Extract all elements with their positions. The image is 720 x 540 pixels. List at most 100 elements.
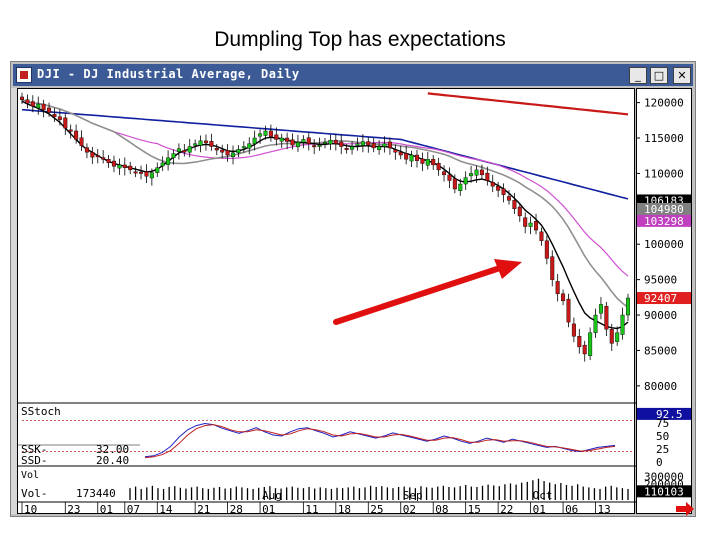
date-day-label: 10 [24,503,37,516]
minimize-button[interactable]: _ [629,67,647,84]
date-day-label: 01 [262,503,275,516]
candle-body [209,141,214,147]
candle-body [501,188,506,195]
candle-body [63,117,68,129]
candle-body [469,173,474,177]
price-tick-label: 85000 [644,344,677,357]
date-day-label: 22 [500,503,513,516]
candle-body [490,182,495,187]
volume-tick-label: 300000 [644,470,684,483]
candle-body [155,167,160,173]
price-panel: 120000 115000 110000 100000 95000 90000 85000 8… [17,92,691,404]
candle-body [198,140,203,146]
candle-body [550,256,555,280]
candle-body [447,174,452,181]
candle-body [431,159,436,166]
candle-body [588,332,593,356]
candle-body [496,185,501,191]
volume-tick-label: 110103 [644,485,684,498]
candle-body [317,144,322,147]
candle-body [452,178,457,190]
candle-body [122,164,127,168]
candle-body [171,153,176,159]
candle-body [398,151,403,156]
candle-body [20,96,25,100]
candle-body [577,336,582,348]
candle-body [436,162,441,171]
annotation-overlay [333,259,694,516]
candle-body [187,146,192,153]
candle-body [442,171,447,176]
date-day-label: 21 [197,503,210,516]
chart-app-icon [16,67,32,83]
candle-body [371,143,376,149]
candle-body [534,221,539,231]
date-day-label: 18 [338,503,351,516]
close-button[interactable]: ✕ [673,67,691,84]
date-day-label: 13 [598,503,611,516]
ma-red-line [427,92,629,116]
candle-body [377,146,382,150]
candle-body [263,130,268,136]
stoch-tick-label: 0 [656,456,663,469]
candle-body [258,133,263,137]
candle-body [604,305,609,330]
candle-body [474,169,479,176]
candle-body [523,217,528,227]
candle-body [139,171,144,174]
date-day-label: 07 [127,503,140,516]
ma-black-line [21,100,629,330]
candle-body [47,107,52,113]
candle-body [41,103,46,110]
window-title: DJI - DJ Industrial Average, Daily [37,67,300,81]
candle-body [382,143,387,147]
candle-body [182,150,187,153]
candle-body [241,146,246,149]
candle-body [193,143,198,146]
date-day-label: 14 [159,503,173,516]
window-titlebar[interactable]: DJI - DJ Industrial Average, Daily _ □ ✕ [13,64,693,86]
candle-body [620,314,625,335]
date-month-label: Sep [403,489,423,502]
candle-body [458,183,463,191]
candle-body [247,143,252,149]
candle-body [355,143,360,146]
candle-body [333,139,338,144]
price-tick-label: 100000 [644,238,684,251]
candle-body [117,164,122,169]
candle-body [25,99,30,104]
date-day-label: 06 [565,503,578,516]
candle-body [306,137,311,144]
candle-body [593,314,598,333]
price-tick-label: 90000 [644,309,677,322]
candle-body [176,148,181,153]
date-month-label: Oct [533,489,553,502]
candle-body [160,162,165,167]
candle-body [84,147,89,153]
price-tick-label: 110000 [644,167,684,180]
candle-body [268,130,273,137]
candle-body [225,150,230,156]
left-scroll-strip[interactable] [11,88,17,514]
maximize-button[interactable]: □ [650,67,668,84]
stoch-title: SStoch [21,405,61,418]
candle-body [312,145,317,148]
ma-grey-line [21,99,629,309]
candle-body [79,137,84,147]
stoch-value-box [637,407,691,420]
next-arrow-icon [676,502,694,516]
candle-body [506,196,511,201]
candle-body [106,159,111,164]
date-day-label: 28 [230,503,243,516]
candle-body [101,157,106,160]
ma-blue-line [21,108,629,200]
candle-body [582,344,587,355]
candle-body [598,304,603,314]
candle-body [360,141,365,146]
stoch-d-line [144,424,616,459]
candle-body [328,139,333,145]
candle-body [339,141,344,147]
candle-body [133,171,138,174]
candle-body [387,141,392,149]
